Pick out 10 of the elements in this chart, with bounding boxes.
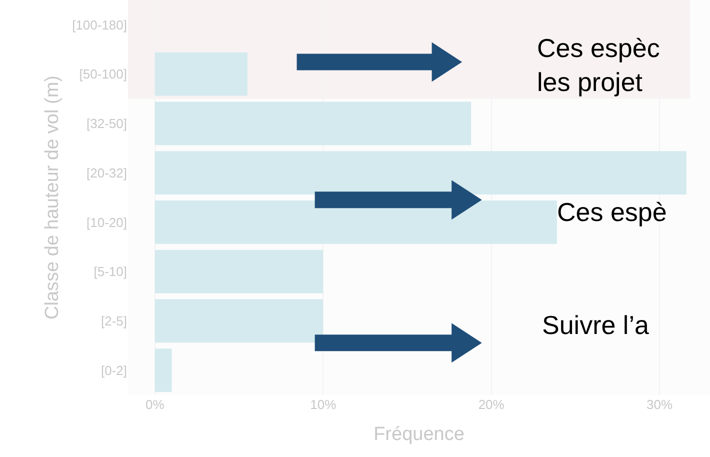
bar <box>154 250 324 294</box>
bar <box>154 52 248 96</box>
bar <box>154 200 557 244</box>
bar <box>154 151 686 195</box>
annotation: Suivre l’a <box>542 310 650 340</box>
annotation: Ces espè <box>557 197 667 227</box>
bar <box>154 299 324 343</box>
bar <box>154 348 172 392</box>
annotation: Ces espèc les projet <box>537 33 660 97</box>
bar <box>154 102 472 146</box>
